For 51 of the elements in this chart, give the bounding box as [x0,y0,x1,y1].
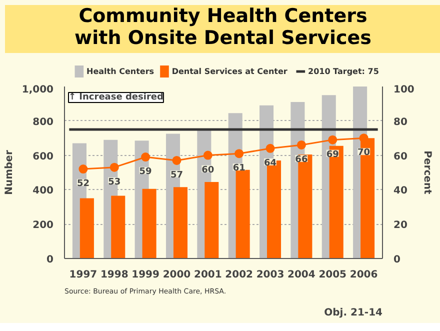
bar [266,160,282,258]
y2-tick-label: 60 [394,151,408,162]
bar [111,196,126,258]
point [203,150,212,160]
annotation: ↑ Increase desired [68,92,164,102]
bar [236,170,250,258]
y-tick-label: 0 [46,254,54,266]
y-tick-label: 1,000 [22,84,54,96]
data-label: 52 [76,179,90,190]
legend-label: Dental Services at Center [172,67,288,76]
y-tick-label: 200 [32,220,54,232]
y2-tick-label: 40 [394,186,408,197]
bar [80,198,94,258]
chart-title: Community Health Centers with Onsite Dental Services [74,5,372,49]
x-tick-label: 2000 [162,270,191,280]
x-tick-label: 2006 [350,270,378,280]
legend-label: 2010 Target: 75 [308,67,380,76]
x-tick-label: 1999 [132,270,160,280]
data-label: 57 [170,170,184,180]
x-tick-label: 2005 [318,270,347,280]
x-tick-label: 1997 [69,270,98,280]
point [328,135,338,144]
data-label: 60 [202,165,214,176]
x-tick-label: 2002 [225,270,254,280]
data-label: 59 [139,167,152,178]
point [110,162,119,172]
y2-tick-label: 100 [394,84,414,96]
y-tick-label: 800 [32,116,54,128]
legend-label: Health Centers [86,67,154,76]
bar [204,182,219,258]
point [234,149,244,158]
data-label: 53 [108,177,121,188]
text: Obj. 21-14 [324,308,383,318]
x-tick-label: 2004 [288,270,316,280]
y2-tick-label: 0 [394,254,400,266]
y2-axis-title: Percent [421,150,432,195]
point [266,144,275,153]
point [172,156,182,165]
x-tick-label: 1998 [100,270,128,280]
y2-tick-label: 20 [394,220,408,232]
y-axis-title: Number [4,150,15,195]
point [296,140,306,150]
y-tick-label: 600 [32,151,54,162]
point [78,164,88,174]
point [141,152,150,162]
x-tick-label: 2003 [256,270,284,280]
bar [173,187,188,258]
bar [142,188,156,258]
x-tick-label: 2001 [194,270,222,280]
y-tick-label: 400 [32,186,54,197]
y2-tick-label: 80 [394,116,408,128]
